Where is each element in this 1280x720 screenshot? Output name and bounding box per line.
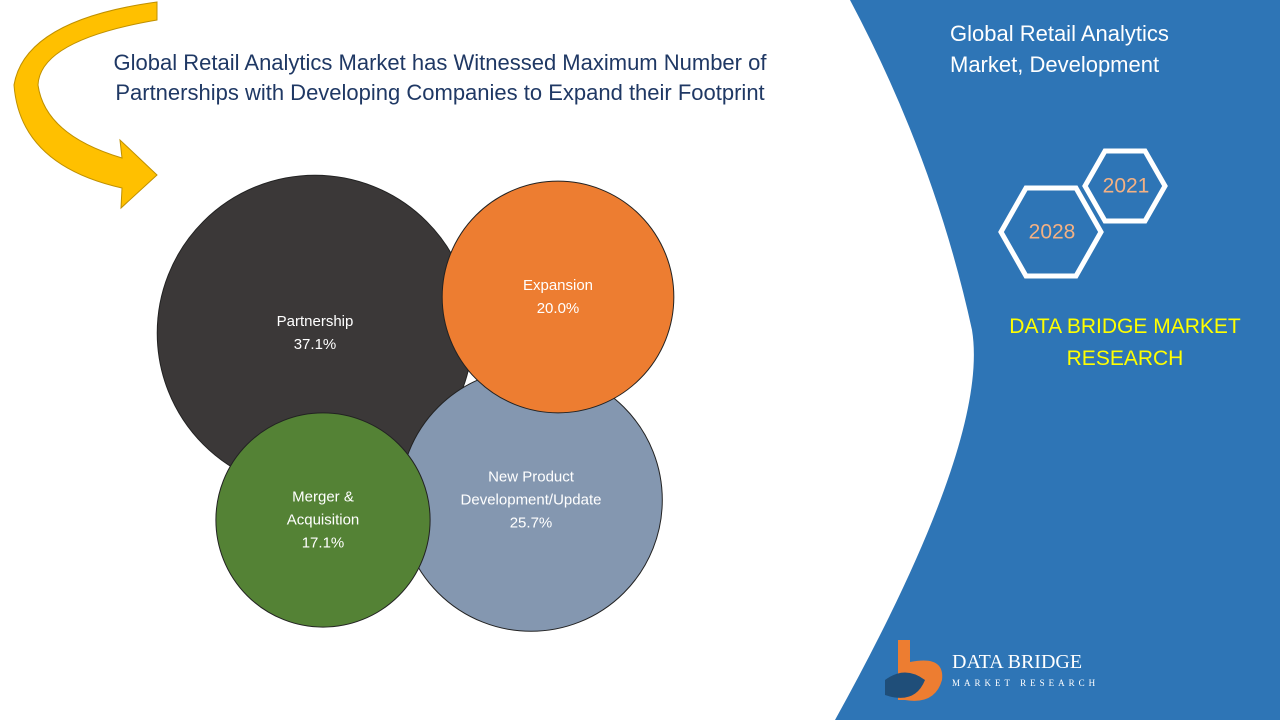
value-label: 17.1% (301, 534, 345, 552)
year: 2028 (1029, 221, 1076, 244)
bubble (441, 180, 675, 414)
value-label: 25.7% (509, 514, 553, 532)
logo-name: DATA BRIDGE (952, 651, 1082, 673)
hexagon (1082, 148, 1168, 224)
side-panel (835, 0, 1280, 720)
value-label: 20.0% (536, 300, 580, 317)
category-label: Expansion (522, 277, 594, 294)
bubble-label: Partnership 37.1% (240, 310, 390, 356)
bubble-label: Expansion 20.0% (493, 274, 623, 320)
category-label: New Product Development/Update (460, 468, 602, 509)
bubble-label: New Product Development/Update 25.7% (441, 466, 621, 535)
arrow (13, 1, 158, 210)
category-label: Partnership (276, 313, 354, 330)
brand: DATA BRIDGE MARKET RESEARCH (1009, 315, 1241, 370)
bubbles (156, 174, 675, 632)
bubble-label: Merger & Acquisition 17.1% (263, 486, 383, 555)
hexagon (998, 185, 1104, 279)
panel-heading: Global Retail Analytics Market, Developm… (950, 21, 1169, 77)
bubble (215, 412, 431, 628)
chart-title: Global Retail Analytics Market has Witne… (113, 50, 767, 105)
year: 2021 (1103, 175, 1150, 198)
logo-mark (885, 672, 925, 698)
value-label: 37.1% (293, 336, 337, 353)
logo-tagline: MARKET RESEARCH (952, 678, 1099, 688)
category-label: Merger & Acquisition (286, 488, 360, 529)
